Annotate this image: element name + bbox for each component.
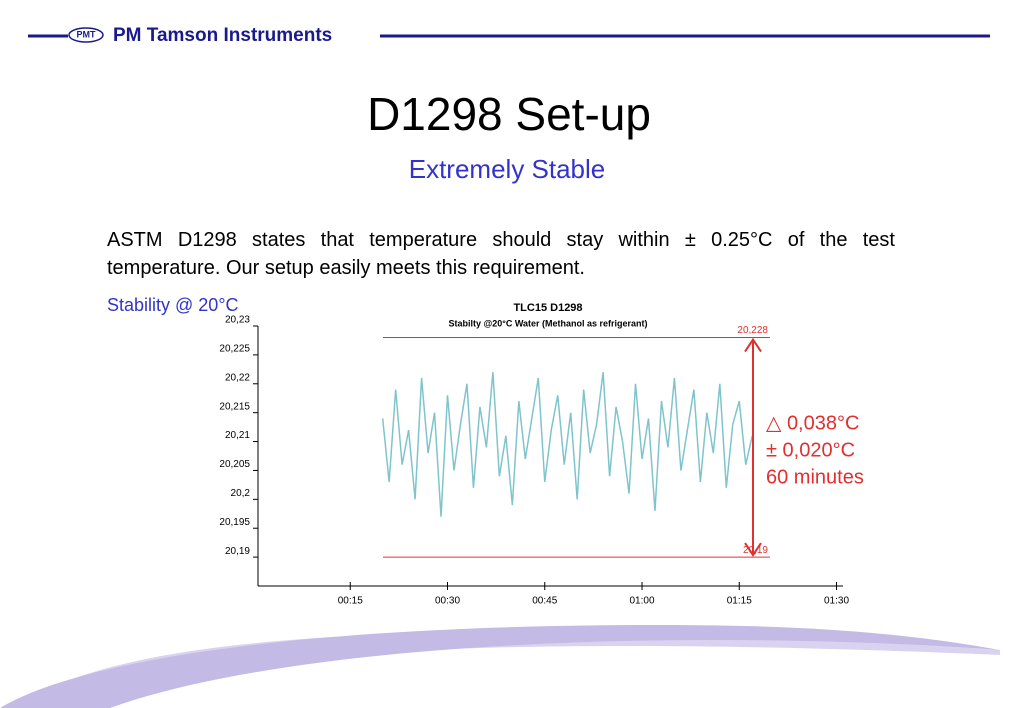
data-line: [381, 372, 753, 517]
annotation: ± 0,020°C: [766, 439, 855, 461]
x-tick-label: 01:00: [629, 596, 654, 607]
chart-title: TLC15 D1298: [513, 302, 582, 314]
y-tick-label: 20,195: [219, 517, 250, 528]
x-tick-label: 00:15: [338, 596, 363, 607]
y-tick-label: 20,225: [219, 344, 250, 355]
x-tick-label: 01:30: [824, 596, 849, 607]
x-tick-label: 00:45: [532, 596, 557, 607]
chart-subtitle: Stabilty @20°C Water (Methanol as refrig…: [448, 318, 647, 328]
arrow-head: [744, 337, 762, 557]
reference-label: 20,228: [737, 325, 768, 336]
swoosh: [0, 625, 1000, 708]
brand: PM Tamson Instruments: [113, 25, 332, 46]
y-tick-label: 20,22: [225, 372, 250, 383]
logo-oval: [68, 27, 104, 43]
y-tick-label: 20,21: [225, 430, 250, 441]
y-tick-label: 20,23: [225, 315, 250, 326]
annotation: △ 0,038°C: [766, 412, 859, 434]
paragraph: ASTM D1298 states that temperature shoul…: [107, 229, 895, 279]
title: D1298 Set-up: [367, 88, 651, 140]
subtitle: Extremely Stable: [409, 154, 606, 184]
y-tick-label: 20,2: [231, 488, 251, 499]
y-tick-label: 20,19: [225, 546, 250, 557]
y-tick-label: 20,215: [219, 401, 250, 412]
y-tick-label: 20,205: [219, 459, 250, 470]
x-tick-label: 00:30: [435, 596, 460, 607]
logo: PMT: [77, 29, 97, 39]
annotation: 60 minutes: [766, 466, 864, 488]
caption: Stability @ 20°C: [107, 295, 239, 315]
x-tick-label: 01:15: [727, 596, 752, 607]
